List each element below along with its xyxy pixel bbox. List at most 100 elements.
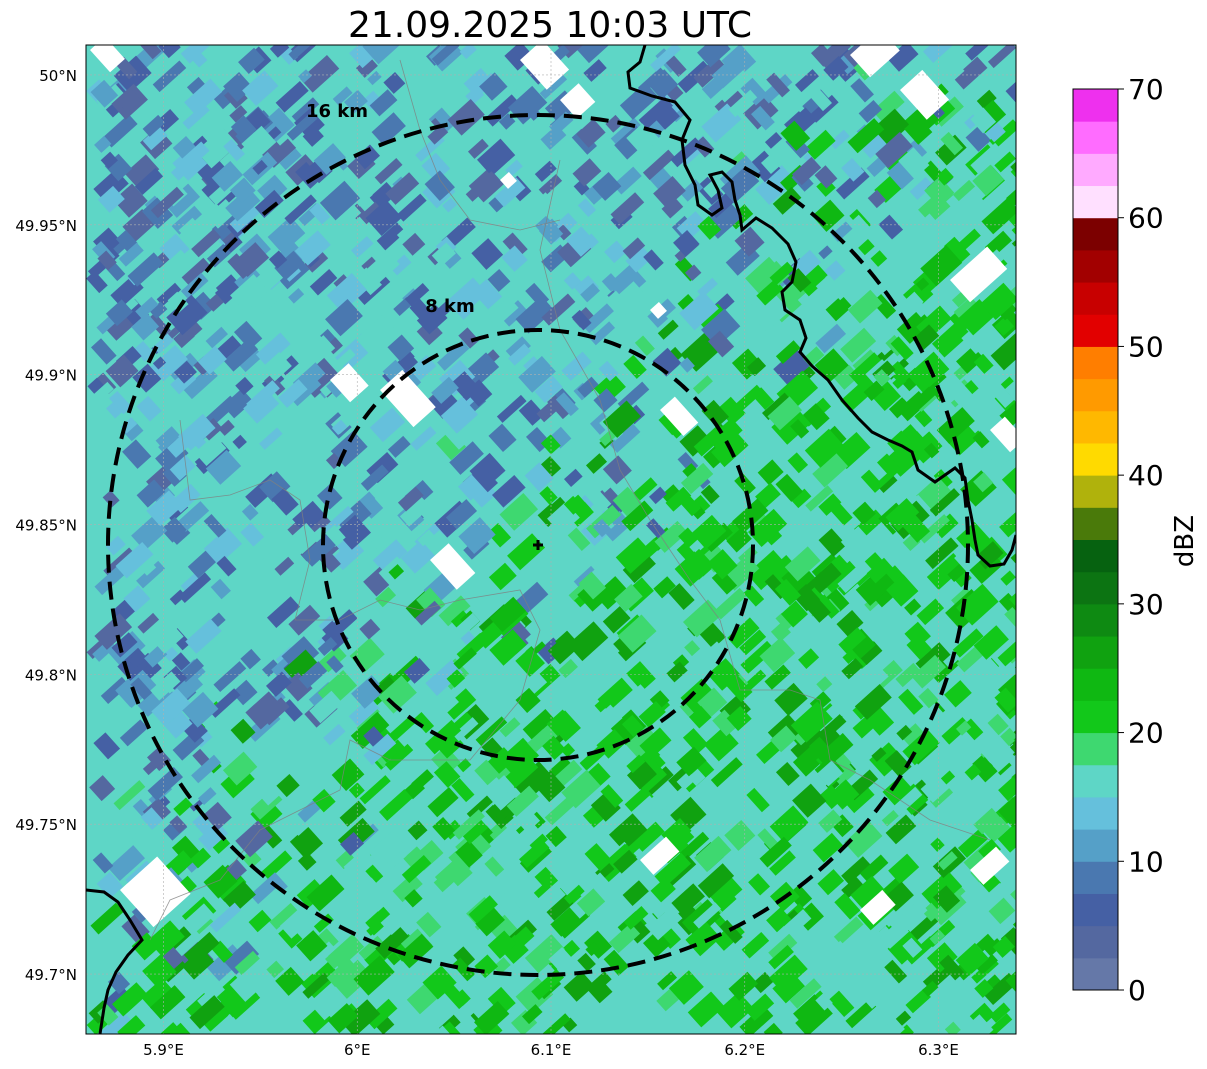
echo-cell [693,641,729,676]
echo-cell [697,45,731,68]
echo-cell [124,154,160,189]
echo-cell [348,782,365,799]
echo-cell [937,851,958,871]
echo-cell [383,71,406,94]
echo-cell [720,165,760,204]
echo-cell [833,364,860,390]
echo-cell [904,598,922,616]
echo-cell [976,933,995,952]
echo-cell [837,560,872,593]
echo-cell [527,728,552,753]
echo-cell [435,429,467,461]
echo-cell [238,47,265,75]
echo-cell [815,992,833,1011]
colorbar-tick-labels: 0 10 20 30 40 50 60 70 [1118,73,1164,1007]
echo-cell [759,836,792,868]
echo-cell [929,929,946,945]
echo-cell [504,45,534,71]
echo-cell [994,687,1016,713]
echo-cell [105,299,133,327]
echo-cell [947,380,975,408]
echo-cell [399,496,431,527]
echo-cell [739,629,767,656]
echo-cell [191,754,222,784]
echo-cell [200,698,236,734]
echo-cell [771,405,811,445]
echo-cell [807,268,826,287]
echo-cell [133,341,154,362]
echo-cell [325,298,363,337]
echo-cell [585,941,600,957]
echo-cell [734,226,765,257]
lat-tick-label: 50°N [39,67,77,85]
echo-cell [92,852,114,874]
echo-cell [866,557,893,584]
colorbar-swatch [1073,796,1118,830]
echo-cell [549,756,571,778]
echo-cell [818,245,833,260]
echo-cell [183,774,215,806]
echo-cell [306,874,345,912]
echo-cell [241,848,262,869]
echo-cell [626,754,646,774]
echo-cell [518,399,545,426]
echo-cell [453,946,476,969]
echo-cell [283,672,313,702]
echo-cell [924,176,955,208]
echo-cell [814,348,849,383]
echo-cell [845,999,877,1029]
echo-cell [196,127,239,169]
echo-cell [375,586,397,608]
echo-cell [450,371,481,401]
echo-cell [446,669,466,688]
echo-cell [741,931,770,959]
echo-cell [891,786,923,817]
echo-cell [243,388,280,424]
echo-cell [506,785,539,817]
echo-cell [743,585,765,607]
echo-cell [401,855,432,884]
echo-cell [431,45,460,66]
echo-cell [130,761,149,779]
colorbar-swatch [1073,378,1118,412]
echo-cell [452,809,485,840]
echo-cell [268,250,288,269]
echo-cell [288,288,305,304]
echo-cell [300,54,340,93]
echo-cell [135,296,159,320]
echo-cell [489,596,527,633]
echo-cell [844,820,883,858]
radar-site-marker [533,540,543,550]
echo-cell [487,930,517,959]
echo-cell [90,79,119,108]
echo-cell [905,988,931,1014]
echo-cell [612,1001,635,1025]
no-echo-gap [329,363,369,403]
echo-cell [326,957,357,987]
echo-cell [625,246,653,273]
echo-cell [150,186,184,219]
echo-cell [918,687,939,709]
colorbar-swatch [1073,636,1118,669]
echo-cell [496,394,527,423]
echo-cell [849,728,886,764]
longitude-tick-labels: 5.9°E 6°E 6.1°E 6.2°E 6.3°E [143,1041,959,1059]
echo-cell [922,45,956,63]
echo-cell [972,164,1005,197]
echo-cell [254,189,284,218]
echo-cell [680,462,714,495]
echo-cell [974,978,994,998]
echo-cell [645,883,683,919]
echo-cell [665,486,692,512]
echo-cell [893,250,914,271]
echo-cell [369,407,406,443]
echo-cell [172,135,196,160]
echo-cell [288,45,318,61]
echo-cell [835,167,870,200]
echo-cell [567,527,591,551]
colorbar-swatch [1073,89,1118,122]
echo-cell [213,661,247,693]
echo-cell [203,864,238,899]
echo-cell [164,183,201,218]
echo-cell [299,758,316,775]
